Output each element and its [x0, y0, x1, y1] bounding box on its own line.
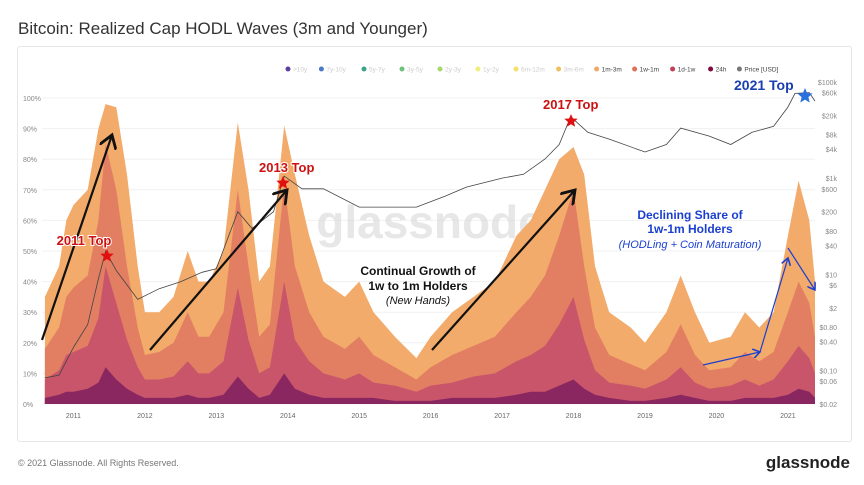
x-tick-label: 2021 — [780, 413, 796, 420]
legend-label: 6m-12m — [521, 67, 545, 74]
x-tick-label: 2017 — [494, 413, 510, 420]
y2-tick-label: $4k — [826, 147, 838, 154]
glassnode-logo: glassnode — [765, 453, 850, 472]
y-tick-label: 60% — [23, 218, 37, 225]
copyright: © 2021 Glassnode. All Rights Reserved. — [18, 458, 179, 468]
y-tick-label: 50% — [23, 249, 37, 256]
star-icon — [100, 249, 114, 262]
y2-tick-label: $80 — [825, 229, 837, 236]
legend-label: 5y-7y — [369, 67, 386, 74]
chart-title: Bitcoin: Realized Cap HODL Waves (3m and… — [18, 19, 428, 38]
legend-marker — [670, 66, 676, 72]
y2-tick-label: $8k — [826, 133, 838, 140]
x-tick-label: 2011 — [66, 413, 81, 420]
legend-label: 1w-1m — [640, 67, 660, 74]
y-tick-label: 0% — [23, 402, 33, 409]
y-tick-label: 20% — [23, 341, 37, 348]
x-tick-label: 2018 — [566, 413, 582, 420]
x-tick-label: 2012 — [137, 413, 153, 420]
legend-marker — [513, 66, 519, 72]
y2-tick-label: $200 — [821, 210, 837, 217]
legend-label: 1y-2y — [483, 67, 500, 74]
annotation: 2011 Top — [57, 233, 112, 248]
x-tick-label: 2014 — [280, 413, 296, 420]
legend-marker — [361, 66, 367, 72]
annotation: Continual Growth of — [360, 264, 476, 278]
decline-arrow — [787, 247, 815, 290]
legend-label: 1d-1w — [678, 67, 696, 74]
legend-marker — [285, 66, 291, 72]
decline-arrow — [702, 352, 760, 366]
legend-marker — [437, 66, 443, 72]
price-line — [44, 92, 816, 379]
legend-marker — [736, 66, 742, 72]
y2-tick-label: $600 — [821, 187, 837, 194]
y2-tick-label: $0.40 — [819, 339, 837, 346]
star-icon — [797, 88, 813, 103]
y2-tick-label: $0.10 — [819, 368, 837, 375]
y2-tick-label: $2 — [829, 306, 837, 313]
y2-tick-label: $60k — [822, 91, 838, 98]
y-tick-label: 100% — [23, 96, 41, 103]
growth-arrow — [40, 135, 112, 341]
annotation: (New Hands) — [386, 295, 451, 307]
chart-card — [17, 46, 852, 442]
area-24h — [44, 367, 816, 404]
annotation: (HODLing + Coin Maturation) — [619, 239, 762, 251]
legend-marker — [318, 66, 324, 72]
y-tick-label: 30% — [23, 310, 37, 317]
legend-label: 1m-3m — [602, 67, 622, 74]
x-tick-label: 2019 — [637, 413, 653, 420]
y2-tick-label: $20k — [822, 114, 838, 121]
legend-marker — [708, 66, 714, 72]
legend-marker — [556, 66, 562, 72]
y-tick-label: 90% — [23, 127, 37, 134]
annotation: Declining Share of — [637, 208, 743, 222]
annotation: 2021 Top — [734, 77, 794, 93]
y-tick-label: 80% — [23, 157, 37, 164]
annotation: 1w-1m Holders — [647, 222, 733, 236]
legend-marker — [475, 66, 481, 72]
legend-label: 2y-3y — [445, 67, 462, 74]
legend-label: 3m-6m — [564, 67, 584, 74]
star-icon — [564, 114, 578, 127]
legend-label: 24h — [716, 67, 727, 74]
decline-arrow — [759, 258, 788, 353]
growth-arrow — [149, 190, 287, 351]
y2-tick-label: $100k — [818, 80, 838, 87]
legend-marker — [632, 66, 638, 72]
legend-label: 7y-10y — [326, 67, 346, 74]
y2-tick-label: $6 — [829, 283, 837, 290]
legend-label: 3y-5y — [407, 67, 424, 74]
x-tick-label: 2013 — [209, 413, 225, 420]
annotation: 2017 Top — [543, 97, 598, 112]
star-icon — [276, 176, 290, 189]
legend-label: >10y — [293, 67, 308, 74]
x-tick-label: 2015 — [351, 413, 367, 420]
x-tick-label: 2016 — [423, 413, 439, 420]
area-1d-1w — [44, 266, 816, 404]
growth-arrow — [431, 190, 575, 351]
legend-marker — [399, 66, 405, 72]
y2-tick-label: $1k — [826, 176, 838, 183]
y2-tick-label: $0.80 — [819, 325, 837, 332]
annotation: 1w to 1m Holders — [368, 279, 468, 293]
y-tick-label: 70% — [23, 188, 37, 195]
y-tick-label: 40% — [23, 280, 37, 287]
annotation: 2013 Top — [259, 160, 314, 175]
watermark: glassnode — [316, 196, 544, 248]
x-tick-label: 2020 — [709, 413, 725, 420]
y2-tick-label: $0.06 — [819, 379, 837, 386]
y-tick-label: 10% — [23, 371, 37, 378]
legend-label: Price [USD] — [744, 67, 778, 74]
legend-marker — [594, 66, 600, 72]
y2-tick-label: $10 — [825, 272, 837, 279]
y2-tick-label: $0.02 — [819, 402, 837, 409]
y2-tick-label: $40 — [825, 243, 837, 250]
